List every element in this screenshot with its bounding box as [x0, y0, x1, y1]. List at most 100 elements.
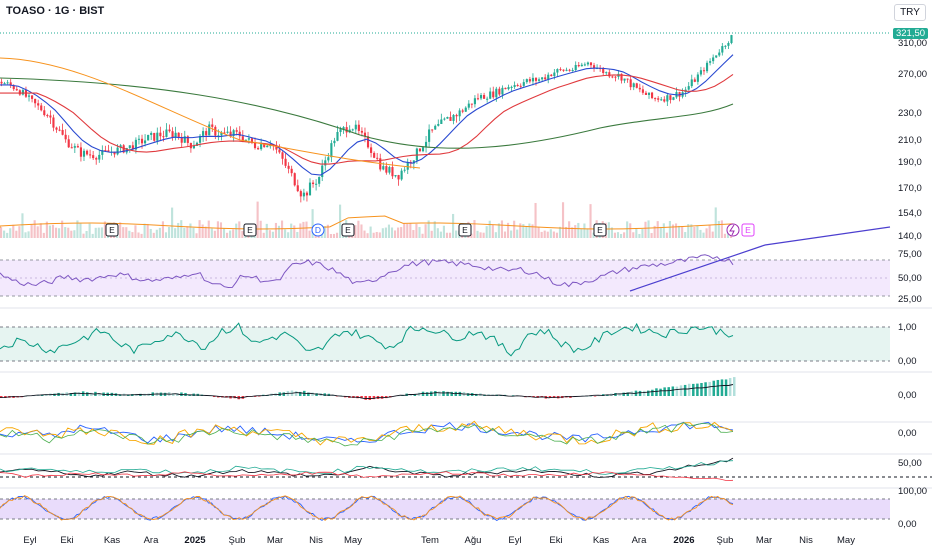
volume-bar: [506, 222, 510, 238]
volume-bar: [681, 226, 684, 238]
macd-histogram-bar: [683, 384, 687, 396]
macd-histogram-bar: [638, 390, 642, 396]
candle-body: [437, 123, 440, 126]
candle-body: [473, 98, 476, 105]
volume-bar: [616, 232, 620, 238]
volume-bar: [543, 230, 546, 238]
volume-bar: [164, 232, 168, 238]
candle-body: [55, 127, 58, 130]
volume-bar: [241, 230, 244, 238]
volume-bar: [36, 226, 39, 238]
candle-body: [186, 136, 189, 143]
volume-bar: [204, 226, 207, 238]
candle-body: [278, 149, 281, 153]
candle-body: [644, 92, 648, 95]
candle-body: [718, 52, 721, 56]
candle-body: [205, 131, 208, 136]
volume-bar: [510, 230, 513, 238]
volume-bar: [366, 233, 369, 238]
volume-bar: [305, 221, 308, 238]
volume-bar: [485, 226, 488, 238]
interval-label[interactable]: 1G: [54, 5, 70, 17]
volume-bar: [311, 209, 314, 238]
volume-bar: [558, 226, 562, 238]
symbol-label[interactable]: TOASO: [6, 5, 45, 17]
volume-bar: [690, 224, 693, 238]
macd-histogram-bar: [466, 393, 470, 396]
candle-body: [449, 116, 452, 121]
candle-body: [122, 145, 125, 153]
candle-body: [544, 77, 547, 80]
candle-body: [428, 129, 431, 142]
time-axis-tick: 2025: [184, 535, 206, 546]
volume-bar: [555, 232, 558, 238]
volume-bar: [201, 224, 204, 238]
macd-histogram-bar: [622, 392, 625, 396]
volume-bar: [678, 225, 681, 238]
candle-body: [64, 134, 67, 140]
exchange-label: BIST: [79, 5, 105, 17]
candle-body: [339, 129, 342, 132]
macd-histogram-bar: [253, 396, 257, 397]
macd-histogram-bar: [728, 378, 732, 396]
candle-body: [293, 173, 296, 186]
osc-axis-tick: 1,00: [898, 322, 917, 333]
volume-bar: [452, 213, 455, 238]
candle-body: [431, 129, 434, 131]
lightning-icon: [729, 224, 735, 236]
volume-bar: [699, 229, 702, 238]
rsi-axis-tick: 25,00: [898, 294, 922, 305]
volume-bar: [714, 207, 717, 238]
currency-button[interactable]: TRY: [894, 4, 926, 21]
candle-body: [721, 46, 724, 53]
macd-histogram-bar: [53, 393, 56, 396]
candle-body: [229, 131, 232, 136]
macd-histogram-bar: [659, 388, 662, 396]
candle-body: [654, 98, 657, 100]
title-separator: ·: [72, 5, 77, 17]
candle-body: [67, 139, 70, 148]
volume-bar: [299, 223, 302, 238]
volume-bar: [522, 224, 525, 238]
candle-body: [235, 130, 238, 132]
candle-body: [586, 62, 589, 65]
macd-histogram-bar: [450, 391, 453, 396]
candle-body: [177, 132, 180, 137]
candle-body: [470, 103, 473, 105]
candle-body: [550, 74, 553, 77]
macd-histogram-bar: [687, 383, 691, 396]
volume-bar: [519, 223, 522, 238]
candle-body: [501, 87, 504, 95]
volume-bar: [406, 223, 409, 238]
volume-bar: [284, 229, 287, 238]
candle-body: [296, 185, 299, 192]
macd-histogram-bar: [335, 396, 339, 397]
volume-bar: [623, 232, 626, 238]
macd-histogram-bar: [282, 392, 286, 396]
macd-histogram-bar: [597, 395, 601, 397]
candle-body: [626, 78, 629, 80]
time-axis-tick: 2026: [673, 535, 694, 546]
time-axis-tick: Eki: [549, 535, 562, 546]
candle-body: [281, 152, 284, 159]
candle-body: [629, 79, 632, 88]
volume-bar: [534, 202, 537, 238]
ma-line-blue: [0, 54, 734, 176]
candle-body: [498, 88, 501, 95]
rsi-axis-tick: 75,00: [898, 249, 922, 260]
volume-bar: [482, 232, 485, 238]
candle-body: [608, 72, 611, 77]
candle-body: [40, 105, 43, 111]
volume-bar: [51, 224, 55, 238]
candle-body: [635, 83, 638, 88]
volume-bar: [513, 220, 516, 238]
volume-bar: [497, 223, 500, 238]
macd-histogram-bar: [298, 391, 302, 396]
macd-histogram-bar: [409, 394, 412, 396]
candle-body: [525, 79, 528, 83]
osc2-line-blue: [0, 421, 734, 444]
candle-body: [479, 95, 483, 99]
macd-histogram-bar: [73, 392, 77, 396]
volume-bar: [232, 229, 235, 238]
